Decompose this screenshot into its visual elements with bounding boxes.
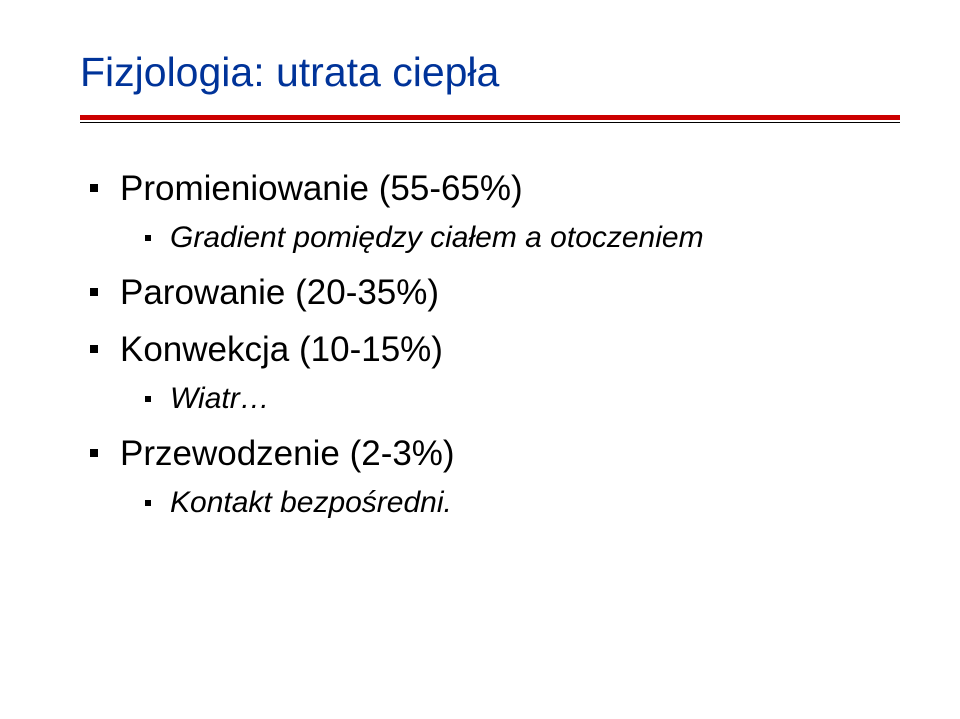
sub-list-item: Wiatr…: [120, 379, 900, 420]
slide-title: Fizjologia: utrata ciepła: [80, 48, 900, 97]
sub-list: Kontakt bezpośredni.: [120, 483, 900, 524]
sub-list-item-text: Kontakt bezpośredni.: [170, 486, 452, 519]
title-rule: [80, 115, 900, 125]
list-item: Konwekcja (10-15%) Wiatr…: [80, 326, 900, 420]
sub-list-item: Kontakt bezpośredni.: [120, 483, 900, 524]
sub-list-item-text: Gradient pomiędzy ciałem a otoczeniem: [170, 221, 704, 254]
list-item-text: Konwekcja (10-15%): [120, 330, 443, 369]
list-item-text: Parowanie (20-35%): [120, 273, 439, 312]
sub-list-item: Gradient pomiędzy ciałem a otoczeniem: [120, 218, 900, 259]
list-item-text: Promieniowanie (55-65%): [120, 169, 523, 208]
sub-list: Gradient pomiędzy ciałem a otoczeniem: [120, 218, 900, 259]
sub-list: Wiatr…: [120, 379, 900, 420]
list-item: Parowanie (20-35%): [80, 269, 900, 316]
list-item: Przewodzenie (2-3%) Kontakt bezpośredni.: [80, 430, 900, 524]
title-rule-thick: [80, 115, 900, 120]
title-rule-thin: [80, 122, 900, 123]
list-item-text: Przewodzenie (2-3%): [120, 434, 455, 473]
slide: Fizjologia: utrata ciepła Promieniowanie…: [0, 0, 960, 719]
list-item: Promieniowanie (55-65%) Gradient pomiędz…: [80, 165, 900, 259]
sub-list-item-text: Wiatr…: [170, 382, 270, 415]
bullet-list: Promieniowanie (55-65%) Gradient pomiędz…: [80, 165, 900, 524]
